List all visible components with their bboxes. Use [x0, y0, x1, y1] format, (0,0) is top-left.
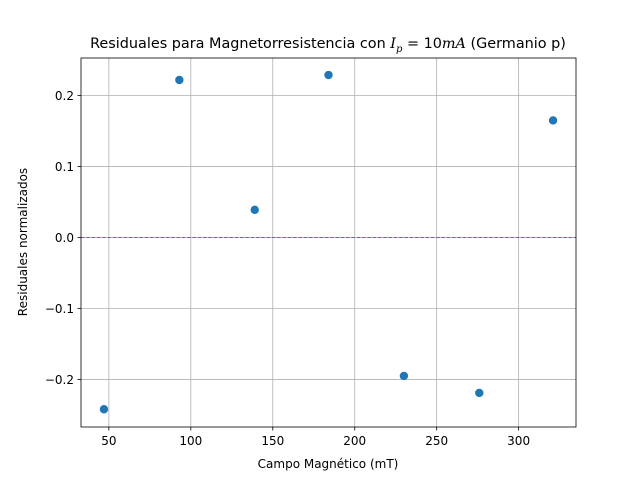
- chart-title: Residuales para Magnetorresistencia con …: [90, 36, 566, 55]
- x-tick-label: 250: [425, 434, 448, 448]
- y-axis-label: Residuales normalizados: [16, 168, 30, 316]
- data-points: [99, 70, 558, 414]
- title-suffix: (Germanio p): [466, 36, 566, 52]
- x-axis-ticks: 50 100 150 200 250 300: [101, 427, 530, 448]
- title-prefix: Residuales para Magnetorresistencia con: [90, 36, 390, 52]
- x-tick-label: 300: [507, 434, 530, 448]
- y-tick-label: −0.2: [45, 373, 74, 387]
- data-point: [475, 388, 484, 398]
- x-tick-label: 150: [261, 434, 284, 448]
- title-math-var: I: [389, 36, 396, 52]
- x-tick-label: 100: [179, 434, 202, 448]
- x-tick-label: 200: [343, 434, 366, 448]
- y-tick-label: −0.1: [45, 302, 74, 316]
- y-tick-label: 0.1: [55, 160, 74, 174]
- data-point: [250, 205, 259, 215]
- data-point: [99, 405, 109, 414]
- title-math-sub: p: [396, 44, 403, 55]
- y-tick-label: 0.2: [55, 89, 74, 103]
- data-point: [175, 75, 184, 85]
- x-axis-label: Campo Magnético (mT): [258, 457, 399, 471]
- axes-frame: [80, 57, 577, 428]
- y-tick-label: 0.0: [55, 231, 74, 245]
- title-math-eq: = 10: [402, 36, 442, 52]
- x-tick-label: 50: [101, 434, 116, 448]
- title-math-unit: mA: [442, 36, 466, 52]
- data-point: [399, 371, 409, 381]
- data-point: [324, 70, 333, 80]
- data-point: [548, 116, 558, 125]
- y-axis-ticks: −0.2 −0.1 0.0 0.1 0.2: [45, 89, 81, 387]
